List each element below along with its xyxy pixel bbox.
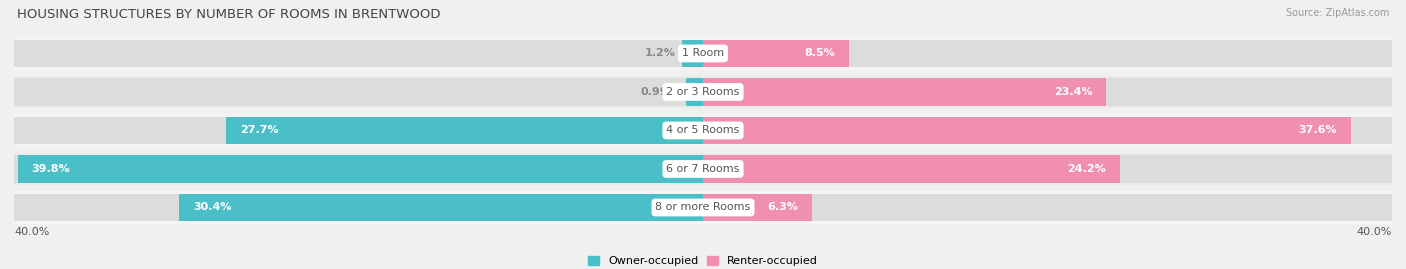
Text: 27.7%: 27.7% <box>239 125 278 136</box>
Bar <box>703 116 1392 144</box>
Bar <box>703 155 1119 183</box>
Text: 2 or 3 Rooms: 2 or 3 Rooms <box>666 87 740 97</box>
Text: 0.99%: 0.99% <box>640 87 679 97</box>
Text: 23.4%: 23.4% <box>1053 87 1092 97</box>
Bar <box>703 78 1392 106</box>
Bar <box>14 116 703 144</box>
Text: 1 Room: 1 Room <box>682 48 724 58</box>
Bar <box>180 194 703 221</box>
Bar <box>14 155 703 183</box>
Text: 40.0%: 40.0% <box>14 228 49 238</box>
Bar <box>682 40 703 67</box>
Bar <box>703 40 849 67</box>
Bar <box>17 155 703 183</box>
Text: HOUSING STRUCTURES BY NUMBER OF ROOMS IN BRENTWOOD: HOUSING STRUCTURES BY NUMBER OF ROOMS IN… <box>17 8 440 21</box>
Text: 6 or 7 Rooms: 6 or 7 Rooms <box>666 164 740 174</box>
Bar <box>226 116 703 144</box>
Bar <box>703 155 1392 183</box>
Bar <box>14 37 1392 70</box>
Bar <box>14 78 703 106</box>
Bar <box>703 194 811 221</box>
Legend: Owner-occupied, Renter-occupied: Owner-occupied, Renter-occupied <box>588 256 818 266</box>
Text: 37.6%: 37.6% <box>1298 125 1337 136</box>
Bar <box>703 40 1392 67</box>
Text: 4 or 5 Rooms: 4 or 5 Rooms <box>666 125 740 136</box>
Bar <box>14 40 703 67</box>
Bar <box>703 78 1107 106</box>
Text: Source: ZipAtlas.com: Source: ZipAtlas.com <box>1285 8 1389 18</box>
Text: 40.0%: 40.0% <box>1357 228 1392 238</box>
Text: 30.4%: 30.4% <box>193 203 232 213</box>
Bar <box>14 153 1392 185</box>
Text: 39.8%: 39.8% <box>31 164 70 174</box>
Bar <box>703 116 1351 144</box>
Bar <box>686 78 703 106</box>
Bar <box>14 191 1392 224</box>
Text: 24.2%: 24.2% <box>1067 164 1107 174</box>
Text: 6.3%: 6.3% <box>766 203 797 213</box>
Text: 1.2%: 1.2% <box>644 48 675 58</box>
Bar <box>14 76 1392 108</box>
Bar <box>14 194 703 221</box>
Text: 8.5%: 8.5% <box>804 48 835 58</box>
Text: 8 or more Rooms: 8 or more Rooms <box>655 203 751 213</box>
Bar <box>703 194 1392 221</box>
Bar <box>14 114 1392 147</box>
